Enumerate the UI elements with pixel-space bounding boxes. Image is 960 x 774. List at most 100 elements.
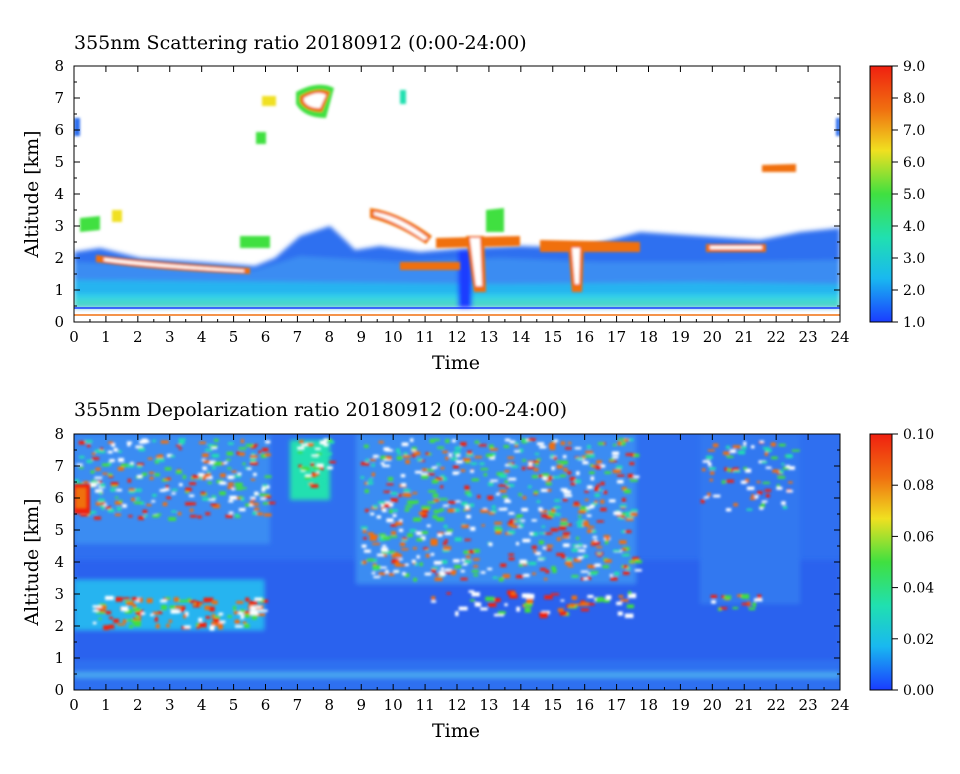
depolarization-speckle [430,538,438,543]
depolarization-speckle [385,570,389,574]
depolarization-speckle [531,545,537,550]
depolarization-speckle [589,504,595,509]
depolarization-speckle [378,440,384,444]
depolarization-speckle [619,512,627,516]
depolarization-cloud-speck [732,607,739,610]
depolarization-speckle [429,439,435,443]
depolarization-speckle [211,446,218,450]
depolarization-cloud-speck [127,619,134,622]
depolarization-speckle [136,463,144,466]
depolarization-speckle [185,502,193,506]
depolarization-speckle [713,494,721,498]
depolarization-speckle [564,494,572,497]
depolarization-speckle [592,465,598,468]
depolarization-speckle [421,505,427,509]
depolarization-speckle [444,571,452,574]
scattering-x-axis-ticks: 0 1 2 3 4 5 6 7 8 9 10 11 12 13 14 15 16 17 18 19 20 21 22 23 24 [69,66,850,346]
depolarization-cloud-speck [525,593,535,599]
depolarization-cloud-speck [180,606,186,611]
depolarization-speckle [368,478,373,481]
depolarization-speckle [258,450,262,454]
depolarization-speckle [591,530,597,533]
depolarization-speckle [772,469,780,473]
depolarization-cloud-speck [249,610,259,616]
depolarization-speckle [128,515,133,518]
depolarization-speckle [311,474,317,478]
depolarization-cloud-speck [741,594,750,599]
depolarization-speckle [445,439,450,443]
depolarization-speckle [470,526,476,531]
depolarization-speckle [762,481,770,484]
depolarization-cloud-speck [185,611,189,617]
depolarization-speckle [609,458,614,461]
depolarization-speckle [531,532,538,536]
depolarization-speckle [401,538,408,542]
depolarization-speckle [327,466,333,470]
depolarization-speckle [461,502,465,506]
depolarization-speckle [766,494,770,498]
depolarization-cloud-speck [212,618,220,622]
depolarization-speckle [249,500,253,505]
depolarization-speckle [604,471,611,474]
depolarization-speckle [446,529,453,532]
depolarization-speckle [404,508,410,512]
depolarization-speckle [576,471,580,476]
depolarization-speckle [560,441,566,446]
depolarization-speckle [425,452,430,455]
depolarization-speckle [421,468,427,472]
depolarization-speckle [447,508,455,513]
depolarization-speckle [297,451,303,454]
depolarization-x-axis-ticks: 0 1 2 3 4 5 6 7 8 9 10 11 12 13 14 15 16 17 18 19 20 21 22 23 24 [69,434,850,714]
depolarization-speckle [411,559,416,563]
depolarization-speckle [391,553,396,558]
depolarization-speckle [466,514,471,519]
depolarization-cloud-speck [150,613,154,617]
depolarization-speckle [535,452,540,455]
depolarization-speckle [505,486,509,489]
depolarization-cloud-speck [557,608,564,612]
depolarization-speckle [620,506,626,509]
depolarization-speckle [314,457,318,461]
depolarization-speckle [452,439,456,443]
depolarization-speckle [311,454,319,457]
depolarization-speckle [604,540,609,545]
depolarization-speckle [441,560,448,564]
depolarization-speckle [474,456,482,459]
depolarization-speckle [562,455,567,459]
depolarization-cloud-speck [109,616,113,620]
depolarization-speckle [262,447,269,452]
depolarization-cloud-speck [158,611,163,614]
depolarization-speckle [381,547,388,552]
depolarization-speckle [536,458,541,461]
depolarization-speckle [587,529,595,533]
depolarization-speckle [431,479,439,484]
depolarization-x-tick-label: 18 [639,696,658,714]
depolarization-speckle [263,502,269,505]
depolarization-speckle [115,496,119,499]
depolarization-speckle [190,515,197,518]
depolarization-x-tick-label: 21 [735,696,754,714]
depolarization-speckle [514,442,519,445]
depolarization-speckle [522,466,526,471]
depolarization-speckle [710,471,715,475]
depolarization-speckle [491,509,497,513]
depolarization-speckle [627,473,634,478]
depolarization-speckle [708,467,716,470]
depolarization-speckle [383,490,391,493]
depolarization-speckle [318,466,324,470]
depolarization-speckle [113,447,118,452]
depolarization-speckle [380,506,384,511]
depolarization-y-axis-label: Altitude [km] [21,498,43,626]
depolarization-speckle [461,558,465,562]
depolarization-x-tick-label: 15 [543,696,562,714]
depolarization-speckle [392,558,400,563]
depolarization-speckle [162,502,168,506]
depolarization-speckle [598,442,604,446]
depolarization-cloud-speck [92,605,102,608]
depolarization-cloud-speck [154,616,158,622]
depolarization-speckle [382,536,390,541]
depolarization-speckle [586,506,592,510]
depolarization-speckle [433,561,442,565]
depolarization-speckle [231,470,237,473]
depolarization-speckle [110,488,116,492]
